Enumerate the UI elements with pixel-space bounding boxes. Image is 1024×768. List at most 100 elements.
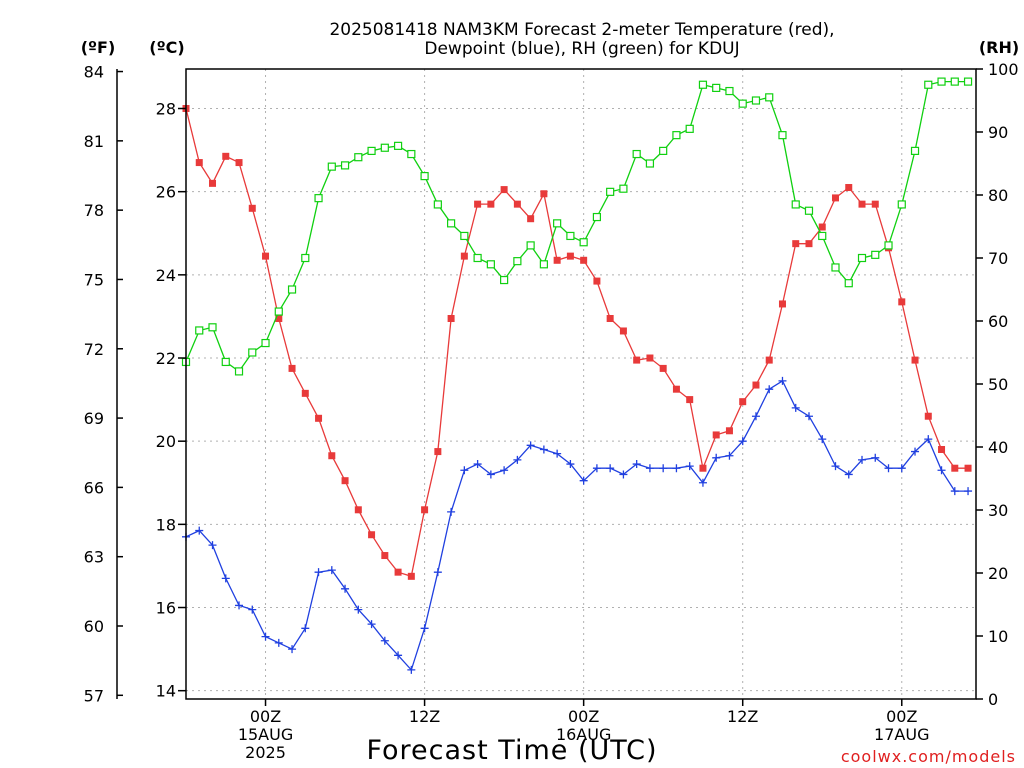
dewpoint-point: [394, 651, 403, 660]
dewpoint-point: [526, 441, 535, 450]
temperature-point: [368, 531, 376, 539]
rh-point: [526, 241, 535, 250]
dewpoint-point: [248, 605, 257, 614]
chart-title-line1: 2025081418 NAM3KM Forecast 2-meter Tempe…: [329, 20, 834, 40]
dewpoint-point: [937, 466, 946, 475]
dewpoint-point: [274, 638, 283, 647]
dewpoint-point: [831, 462, 840, 471]
plot-frame: [185, 68, 977, 700]
temperature-point: [619, 327, 627, 335]
c-tick-label: 24: [156, 266, 176, 285]
temperature-point: [911, 356, 919, 364]
rh-point: [725, 86, 734, 96]
temperature-point: [818, 223, 826, 231]
rh-tick-label: 80: [988, 186, 1008, 205]
rh-point: [672, 131, 681, 140]
dewpoint-point: [341, 584, 350, 593]
rh-point: [857, 253, 867, 263]
dewpoint-point: [818, 435, 827, 444]
temperature-point: [871, 200, 879, 208]
dewpoint-point: [327, 566, 336, 575]
rh-point: [963, 77, 973, 86]
series-2: [181, 77, 973, 376]
series-1: [182, 376, 973, 674]
x-tick-label: 2025: [245, 743, 286, 762]
dewpoint-point: [314, 568, 323, 577]
dewpoint-point: [606, 464, 615, 473]
dewpoint-point: [712, 453, 721, 462]
rh-point: [274, 307, 283, 316]
temperature-point: [792, 240, 800, 248]
rh-point: [950, 77, 959, 86]
c-tick-label: 26: [156, 183, 176, 202]
c-tick-label: 16: [156, 599, 176, 618]
dewpoint-point: [195, 526, 204, 535]
rh-tick-label: 20: [988, 564, 1008, 583]
rh-point: [712, 83, 721, 93]
temperature-point: [831, 194, 839, 202]
dewpoint-point: [460, 466, 469, 475]
rh-point: [937, 77, 946, 86]
rh-point: [831, 263, 840, 272]
dewpoint-point: [380, 636, 389, 645]
temperature-point: [964, 464, 972, 472]
dewpoint-point: [884, 464, 893, 473]
rh-point: [751, 96, 761, 105]
x-tick-label: 15AUG: [238, 725, 293, 744]
x-tick-label: 00Z: [250, 707, 281, 726]
temperature-point: [527, 215, 535, 223]
temperature-point: [672, 385, 680, 393]
dewpoint-point: [765, 385, 774, 394]
temperature-point: [195, 159, 203, 167]
series-line: [185, 108, 968, 578]
dewpoint-point: [208, 541, 217, 550]
rh-point: [208, 323, 217, 332]
dewpoint-point: [897, 464, 906, 473]
temperature-point: [765, 356, 773, 364]
temperature-point: [474, 200, 482, 208]
rh-point: [407, 149, 416, 159]
temperature-point: [725, 427, 733, 435]
c-tick-label: 14: [156, 682, 176, 701]
rh-point: [393, 141, 403, 150]
credit-label: coolwx.com/models: [841, 747, 1016, 766]
rh-tick-label: 90: [988, 123, 1008, 142]
temperature-point: [248, 204, 256, 212]
dewpoint-point: [473, 460, 482, 469]
c-tick-label: 20: [156, 432, 176, 451]
rh-tick-label: 10: [988, 627, 1008, 646]
rh-point: [221, 357, 230, 367]
rh-point: [924, 80, 933, 89]
temperature-point: [633, 356, 641, 364]
dewpoint-point: [579, 476, 588, 485]
rh-point: [910, 146, 920, 155]
rh-point: [818, 231, 827, 241]
rh-point: [433, 200, 442, 209]
x-tick-label: 12Z: [727, 707, 758, 726]
rh-point: [871, 250, 880, 259]
series-0: [182, 105, 972, 580]
dewpoint-point: [486, 470, 495, 479]
temperature-point: [699, 464, 707, 472]
temperature-point: [354, 506, 362, 514]
temperature-point: [301, 389, 309, 397]
temperature-point: [686, 396, 694, 404]
dewpoint-point: [738, 437, 747, 446]
rh-point: [884, 241, 893, 250]
temperature-point: [712, 431, 720, 439]
rh-point: [314, 194, 323, 203]
right-rh-axis-unit: (RH): [979, 38, 1019, 57]
temperature-point: [328, 452, 336, 460]
temperature-point: [646, 354, 654, 362]
dewpoint-point: [659, 464, 668, 473]
temperature-point: [858, 200, 866, 208]
rh-point: [566, 231, 575, 241]
temperature-point: [778, 300, 786, 308]
f-tick-label: 78: [84, 201, 104, 220]
temperature-point: [951, 464, 959, 472]
rh-point: [473, 253, 482, 263]
dewpoint-point: [619, 470, 628, 479]
dewpoint-point: [367, 620, 376, 629]
temperature-point: [580, 256, 588, 264]
